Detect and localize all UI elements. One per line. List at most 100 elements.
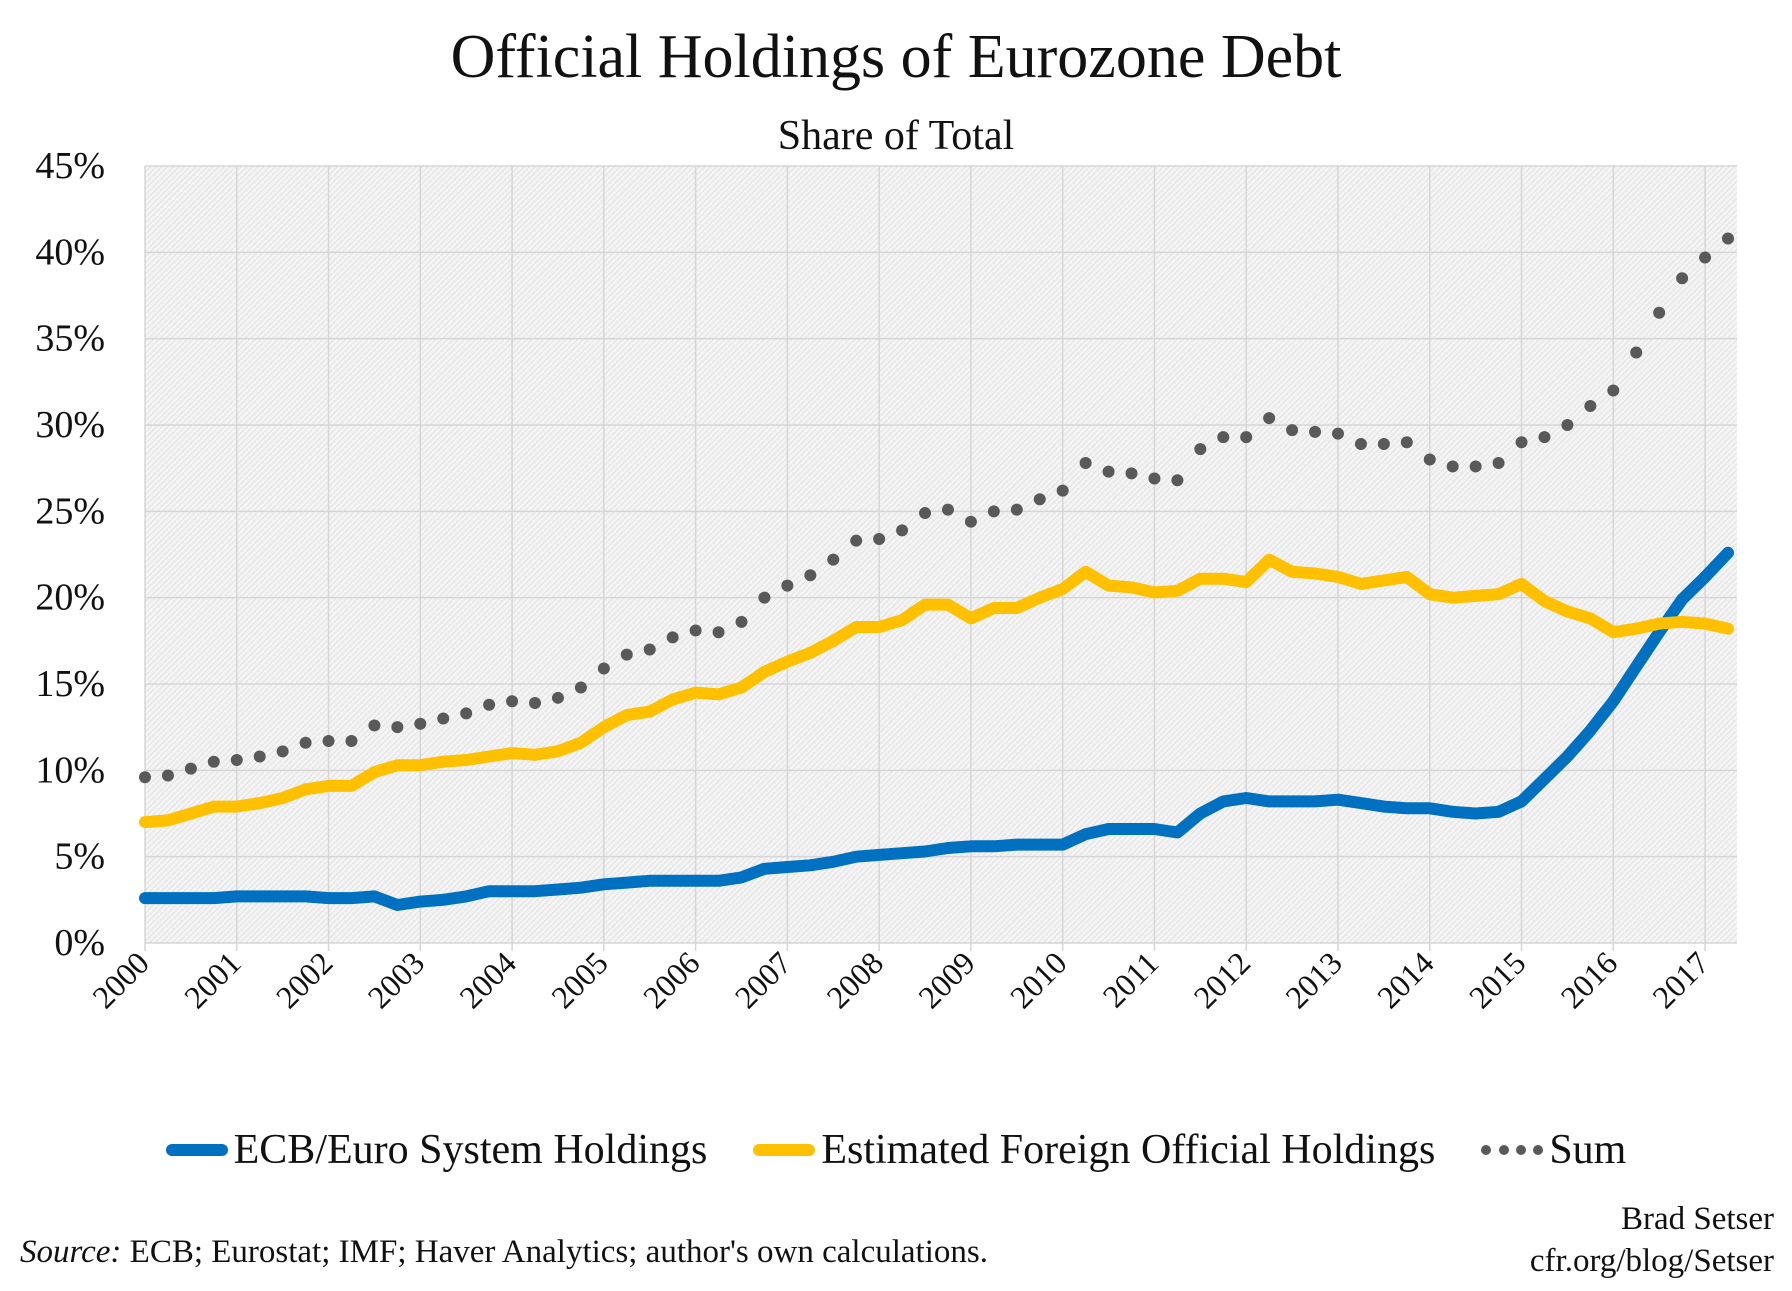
y-tick-label: 0%	[54, 922, 105, 964]
sum-point	[1194, 443, 1207, 456]
blog-url: cfr.org/blog/Setser	[1529, 1243, 1774, 1279]
x-tick-label: 2013	[1278, 944, 1349, 1015]
sum-point	[299, 736, 312, 749]
sum-point	[1492, 456, 1505, 469]
sum-point	[1263, 412, 1276, 425]
x-tick-label: 2007	[728, 944, 799, 1015]
sum-point	[1171, 474, 1184, 487]
author: Brad Setser	[1620, 1201, 1774, 1237]
x-tick-label: 2002	[269, 944, 340, 1015]
sum-point	[391, 721, 404, 734]
y-tick-label: 15%	[35, 663, 105, 705]
sum-point	[896, 524, 909, 537]
x-tick-label: 2011	[1096, 944, 1166, 1014]
sum-point	[161, 769, 174, 782]
sum-point	[964, 515, 977, 528]
source-text: ECB; Eurostat; IMF; Haver Analytics; aut…	[121, 1234, 988, 1270]
sum-point	[987, 505, 1000, 518]
sum-point	[735, 615, 748, 628]
sum-point	[827, 553, 840, 566]
sum-point	[1079, 456, 1092, 469]
sum-point	[1400, 436, 1413, 449]
legend-label-sum: Sum	[1549, 1127, 1627, 1173]
sum-point	[1125, 467, 1138, 480]
sum-point	[276, 745, 289, 758]
sum-point	[1653, 306, 1666, 319]
sum-point	[483, 698, 496, 711]
sum-point	[139, 771, 151, 784]
y-tick-label: 10%	[35, 749, 105, 791]
y-tick-label: 5%	[54, 836, 105, 878]
series-line-foreign	[139, 553, 1734, 829]
x-tick-label: 2010	[1003, 944, 1074, 1015]
x-tick-label: 2008	[819, 944, 890, 1015]
sum-point	[1148, 472, 1161, 485]
sum-point	[253, 750, 266, 763]
sum-point	[1584, 400, 1597, 413]
legend-item-foreign: Estimated Foreign Official Holdings	[753, 1126, 1435, 1174]
x-tick-label: 2012	[1186, 944, 1257, 1015]
sum-point	[574, 681, 587, 694]
legend-swatch-foreign	[753, 1144, 816, 1156]
sum-point	[666, 631, 679, 644]
x-tick-label: 2005	[544, 944, 615, 1015]
source-label: Source:	[20, 1234, 122, 1270]
sum-point	[184, 762, 197, 775]
sum-point	[506, 695, 519, 708]
sum-point	[345, 734, 358, 747]
sum-point	[230, 753, 243, 766]
sum-point	[804, 569, 817, 582]
credit: Brad Setser cfr.org/blog/Setser	[1530, 1198, 1774, 1282]
x-tick-label: 2004	[452, 944, 523, 1015]
x-tick-label: 2015	[1462, 944, 1533, 1015]
sum-point	[529, 696, 542, 709]
sum-point	[873, 532, 886, 545]
x-tick-label: 2017	[1645, 944, 1716, 1015]
sum-point	[1286, 424, 1299, 437]
sum-point	[460, 707, 473, 720]
sum-point	[1240, 431, 1253, 444]
sum-point	[368, 719, 381, 732]
sum-point	[597, 662, 610, 675]
legend-label-ecb: ECB/Euro System Holdings	[233, 1127, 708, 1173]
sum-point	[1309, 425, 1322, 438]
x-tick-label: 2003	[361, 944, 432, 1015]
sum-point	[1354, 437, 1367, 450]
sum-point	[322, 734, 335, 747]
legend-label-foreign: Estimated Foreign Official Holdings	[821, 1127, 1436, 1173]
sum-point	[1010, 503, 1023, 516]
sum-point	[1722, 232, 1734, 245]
x-tick-label: 2014	[1370, 944, 1441, 1015]
legend-item-sum: Sum	[1481, 1126, 1626, 1174]
y-tick-label: 20%	[35, 577, 105, 619]
sum-point	[414, 717, 427, 730]
legend-swatch-sum	[1481, 1145, 1544, 1155]
sum-point	[620, 648, 633, 661]
sum-point	[207, 755, 220, 768]
sum-point	[919, 507, 932, 520]
sum-point	[712, 626, 725, 639]
sum-point	[437, 712, 450, 725]
sum-point	[850, 534, 863, 547]
sum-point	[758, 591, 771, 604]
sum-point	[689, 624, 702, 637]
x-tick-label: 2006	[636, 944, 707, 1015]
sum-point	[1538, 431, 1551, 444]
sum-point	[1446, 460, 1459, 473]
legend-item-ecb: ECB/Euro System Holdings	[165, 1126, 708, 1174]
y-tick-label: 35%	[35, 318, 105, 360]
chart-subtitle: Share of Total	[777, 113, 1015, 159]
sum-point	[1331, 427, 1344, 440]
chart-title: Official Holdings of Eurozone Debt	[450, 23, 1342, 91]
sum-point	[1515, 436, 1528, 449]
sum-point	[1056, 484, 1069, 497]
sum-point	[941, 503, 954, 516]
sum-point	[1377, 437, 1390, 450]
x-tick-label: 2016	[1554, 944, 1625, 1015]
sum-point	[1676, 272, 1689, 285]
series-line-ecb	[139, 546, 1734, 911]
sum-point	[1630, 346, 1643, 359]
sum-point	[781, 579, 794, 592]
sum-point	[643, 643, 656, 656]
